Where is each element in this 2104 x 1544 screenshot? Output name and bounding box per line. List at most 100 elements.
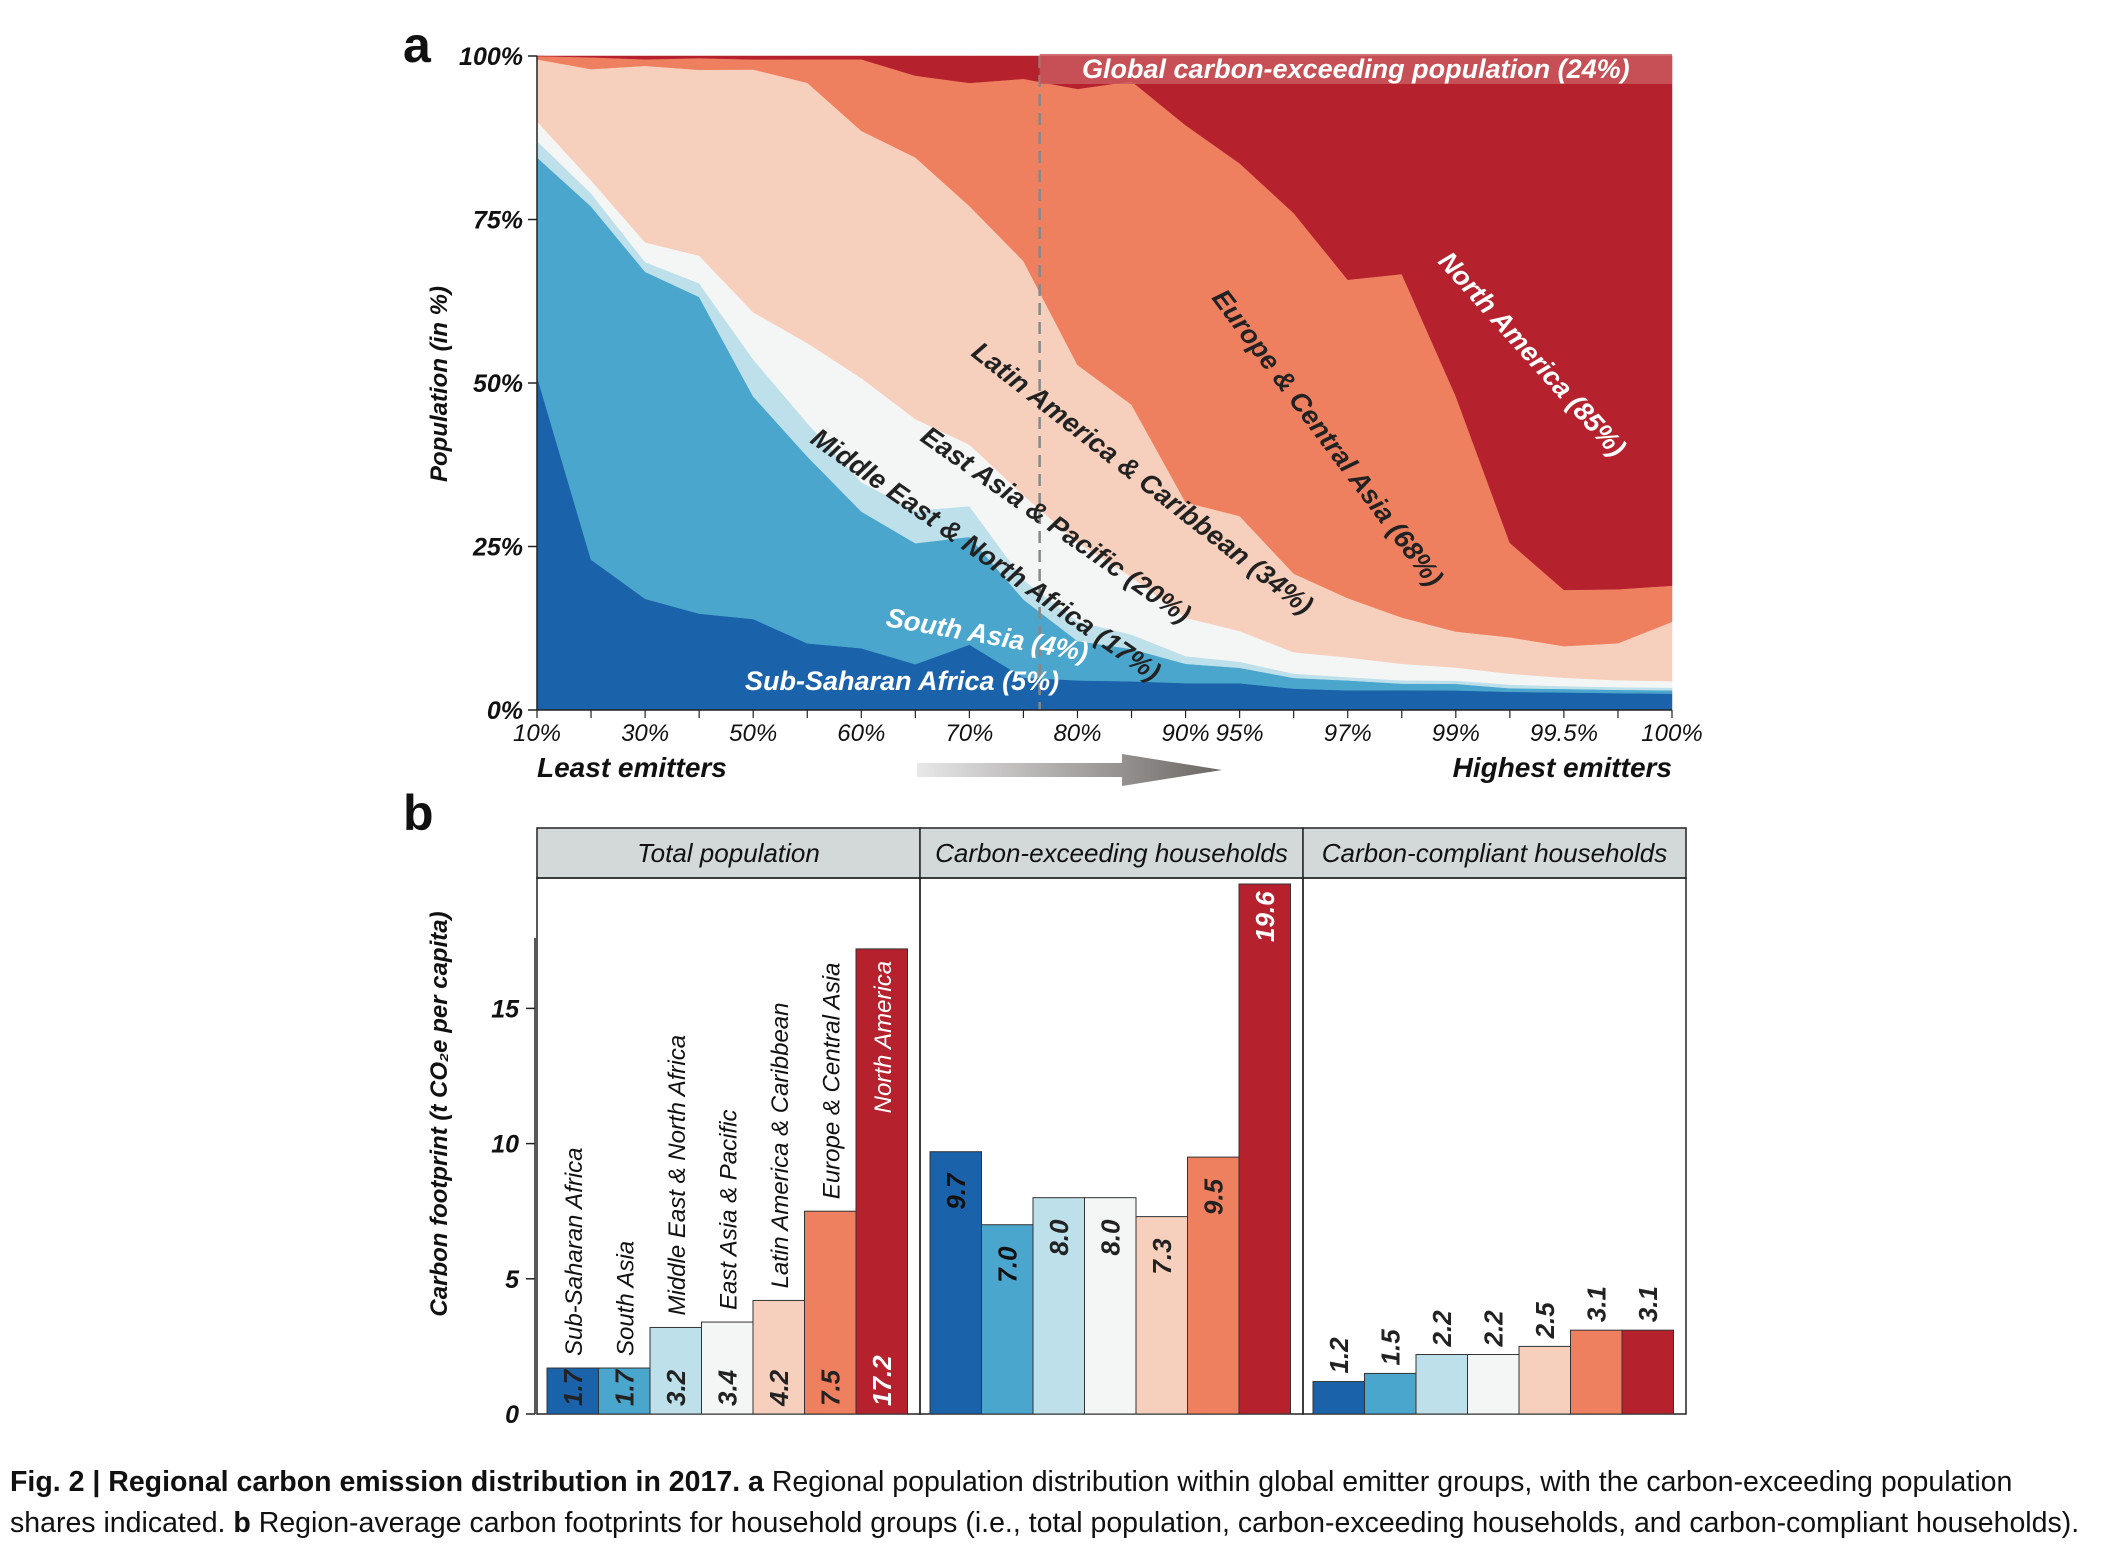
facet-title: Carbon-exceeding households [935, 838, 1288, 868]
region-label-sub-saharan-africa: Sub-Saharan Africa (5%) [745, 666, 1059, 696]
panel-a-y-tick-label: 100% [459, 43, 523, 71]
bar-value-label: 3.2 [661, 1369, 691, 1406]
bar-north-america [1238, 883, 1291, 1415]
panel-a-y-tick-label: 25% [472, 534, 523, 562]
bar-value-label: 9.5 [1198, 1178, 1228, 1215]
bar-south-asia [598, 1367, 651, 1415]
panel-a-x-tick-label: 99.5% [1530, 720, 1598, 747]
bar-value-label: 3.4 [712, 1369, 742, 1406]
bar-north-america [855, 948, 908, 1415]
bar-east-asia-and-pacific [701, 1321, 754, 1415]
bar-value-label: 2.2 [1478, 1310, 1508, 1348]
category-label-north-america: North America [870, 961, 897, 1113]
panel-b-y-tick-label: 15 [491, 995, 520, 1023]
annotation-band [1039, 54, 1672, 84]
panel-a-letter: a [403, 17, 432, 73]
panel-a-x-tick-label: 97% [1324, 720, 1372, 747]
bar-sub-saharan-africa [546, 1367, 599, 1415]
panel-b-y-axis-title: Carbon footprint (t CO₂e per capita) [426, 911, 453, 1316]
bar-east-asia-and-pacific [1084, 1197, 1137, 1415]
facet-title: Total population [637, 838, 820, 868]
area-series-group [536, 55, 1673, 711]
bar-value-label: 3.1 [1633, 1286, 1663, 1322]
panel-a-x-tick-label: 30% [621, 720, 669, 747]
bar-value-label: 7.3 [1147, 1238, 1177, 1275]
panel-b-y-tick-label: 0 [505, 1401, 519, 1429]
panel-a-y-tick-label: 0% [487, 697, 523, 725]
panel-b-letter: b [403, 785, 434, 841]
panel-a-x-tick-label: 99% [1432, 720, 1480, 747]
bar-value-label: 7.5 [815, 1369, 845, 1406]
panel-b-y-tick-label: 10 [491, 1131, 519, 1159]
panel-b-y-tick-label: 5 [505, 1266, 520, 1294]
bar-latin-america-and-caribbean [752, 1299, 805, 1415]
panel-a-y-axis-title: Population (in %) [426, 286, 453, 482]
caption-separator: | [84, 1466, 109, 1498]
bar-latin-america-and-caribbean [1135, 1216, 1188, 1415]
annotation-text: Global carbon-exceeding population (24%) [1082, 54, 1630, 84]
panel-b-bar-chart: b Total population 1.7 Sub-Saharan Africa 1… [403, 785, 1687, 1429]
panel-a-x-tick-label: 90% [1162, 720, 1210, 747]
area-north-america [536, 55, 1673, 591]
category-label-middle-east-and-north-africa: Middle East & North Africa [664, 1035, 691, 1316]
panel-a-y-tick-label: 50% [473, 370, 523, 398]
caption-fig-label: Fig. 2 [10, 1466, 85, 1498]
panel-a-x-tick-label: 80% [1053, 720, 1101, 747]
facet-strip [919, 827, 1304, 879]
bar-value-label: 1.2 [1324, 1337, 1354, 1374]
caption-part-a-letter: a [748, 1466, 764, 1498]
category-label-sub-saharan-africa: Sub-Saharan Africa [561, 1147, 588, 1356]
facet-title: Carbon-compliant households [1322, 838, 1667, 868]
bar-value-label: 4.2 [764, 1369, 794, 1407]
bar-value-label: 7.0 [992, 1246, 1022, 1283]
bar-north-america [1621, 1329, 1674, 1415]
bar-europe-and-central-asia [804, 1210, 857, 1415]
facet-total-population: Total population 1.7 Sub-Saharan Africa 1.7… [536, 827, 921, 1415]
bar-east-asia-and-pacific [1467, 1354, 1520, 1415]
caption-part-b-letter: b [233, 1507, 251, 1539]
bar-south-asia [1364, 1372, 1417, 1415]
bar-europe-and-central-asia [1187, 1156, 1240, 1415]
caption-fig-title: Regional carbon emission distribution in… [108, 1466, 741, 1498]
bar-middle-east-and-north-africa [1415, 1354, 1468, 1415]
category-label-east-asia-and-pacific: East Asia & Pacific [715, 1110, 742, 1311]
emitters-direction-arrow-icon [917, 754, 1222, 786]
bar-value-label: 2.2 [1427, 1310, 1457, 1348]
bar-middle-east-and-north-africa [1032, 1197, 1085, 1415]
bar-value-label: 3.1 [1581, 1286, 1611, 1322]
bar-latin-america-and-caribbean [1518, 1345, 1571, 1415]
panel-a-x-tick-label: 10% [513, 720, 561, 747]
category-label-south-asia: South Asia [612, 1241, 639, 1356]
bar-value-label: 8.0 [1044, 1219, 1074, 1256]
bar-value-label: 17.2 [867, 1355, 897, 1406]
least-emitters-label: Least emitters [537, 752, 727, 783]
panel-a-x-tick-label: 50% [729, 720, 777, 747]
bar-value-label: 1.7 [609, 1368, 639, 1406]
panel-a-x-tick-label: 100% [1641, 720, 1702, 747]
figure-caption: Fig. 2 | Regional carbon emission distri… [10, 1462, 2100, 1544]
bar-facets: Total population 1.7 Sub-Saharan Africa 1.7… [536, 827, 1687, 1415]
bar-sub-saharan-africa [929, 1151, 982, 1415]
caption-part-a-text: Regional population distribution within … [10, 1466, 2013, 1539]
bar-sub-saharan-africa [1312, 1381, 1365, 1415]
carbon-exceeding-annotation: Global carbon-exceeding population (24%) [1039, 54, 1672, 84]
facet-carbon-compliant-households: Carbon-compliant households 1.2 1.5 2.2 2.2 2… [1302, 827, 1687, 1415]
panel-a-axes: 0% 25% 50% 75% 100% 10% 30% 50% 60% 70% 80% 90% 95% 9… [459, 43, 1703, 747]
panel-a-x-tick-label: 95% [1216, 720, 1264, 747]
category-label-latin-america-and-caribbean: Latin America & Caribbean [767, 1002, 794, 1288]
panel-b-axes: 0 5 10 15 [491, 938, 536, 1429]
panel-a-area-chart: a Global carbon-exceeding population (24… [403, 17, 1703, 786]
highest-emitters-label: Highest emitters [1453, 752, 1672, 783]
facet-carbon-exceeding-households: Carbon-exceeding households 9.7 7.0 8.0 8.0 7… [919, 827, 1304, 1415]
panel-a-y-tick-label: 75% [473, 207, 523, 235]
bar-value-label: 19.6 [1250, 891, 1280, 942]
facet-strip [536, 827, 921, 879]
bar-value-label: 2.5 [1530, 1302, 1560, 1340]
bar-value-label: 1.7 [558, 1368, 588, 1406]
panel-a-x-tick-label: 60% [837, 720, 885, 747]
caption-part-b-text: Region-average carbon footprints for hou… [250, 1507, 2080, 1539]
category-label-europe-and-central-asia: Europe & Central Asia [818, 963, 845, 1200]
bar-value-label: 1.5 [1375, 1329, 1405, 1366]
bar-europe-and-central-asia [1570, 1329, 1623, 1415]
